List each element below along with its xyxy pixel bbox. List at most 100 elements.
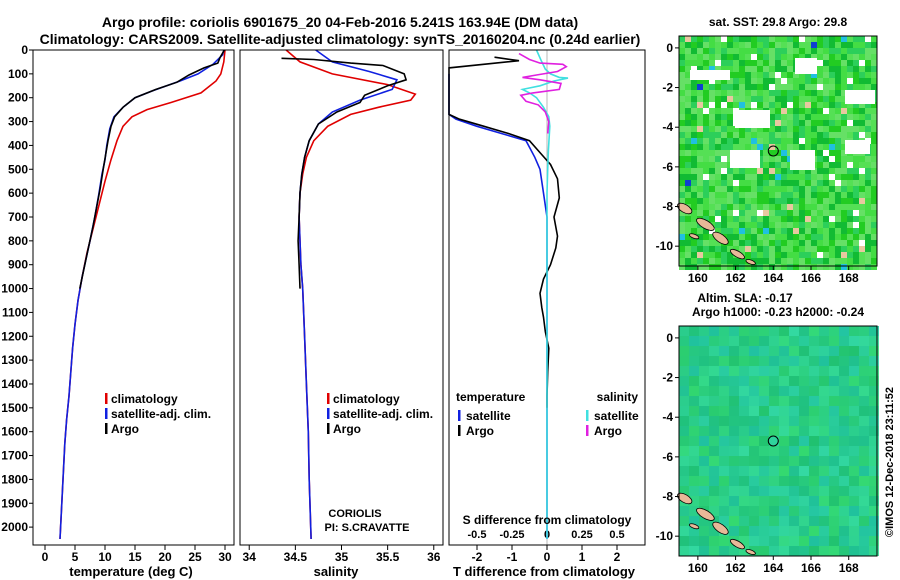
sst-cell xyxy=(781,42,787,48)
sla-cell xyxy=(839,326,849,336)
sst-cell xyxy=(835,246,841,252)
sst-cell xyxy=(775,186,781,192)
sst-cell xyxy=(865,126,871,132)
sst-cell xyxy=(859,108,865,114)
sla-cell xyxy=(839,476,849,486)
sst-cell xyxy=(799,108,805,114)
salinity-annotation-1: CORIOLIS xyxy=(328,508,381,520)
sla-cell xyxy=(829,546,839,556)
sst-cell xyxy=(679,192,685,198)
sla-cell xyxy=(699,336,709,346)
sst-cell xyxy=(817,180,823,186)
sst-cell xyxy=(703,60,709,66)
sst-cell xyxy=(841,90,847,96)
sst-cell xyxy=(721,192,727,198)
sst-cell xyxy=(721,102,727,108)
sla-cell xyxy=(849,376,859,386)
sst-cell xyxy=(745,144,751,150)
sst-cell xyxy=(697,162,703,168)
sst-cell xyxy=(865,108,871,114)
sst-cell xyxy=(739,210,745,216)
sst-cell xyxy=(757,216,763,222)
sla-cell xyxy=(869,426,879,436)
sla-cell xyxy=(679,526,689,536)
sst-cell xyxy=(835,150,841,156)
sst-cell xyxy=(721,108,727,114)
sst-cell xyxy=(715,198,721,204)
sst-cell xyxy=(793,216,799,222)
sla-cell xyxy=(839,496,849,506)
sst-cell xyxy=(739,96,745,102)
sla-cell xyxy=(729,546,739,556)
sst-cell xyxy=(685,222,691,228)
sla-cell xyxy=(769,336,779,346)
sla-cell xyxy=(809,426,819,436)
sst-cell xyxy=(721,48,727,54)
sst-cell xyxy=(805,222,811,228)
sst-cell xyxy=(847,198,853,204)
sst-cell xyxy=(817,96,823,102)
sst-cell xyxy=(793,78,799,84)
sst-cell xyxy=(859,252,865,258)
sst-cell xyxy=(871,252,877,258)
sla-cell xyxy=(679,436,689,446)
sst-cell xyxy=(787,60,793,66)
sst-cell xyxy=(697,90,703,96)
depth-tick-label: 500 xyxy=(8,162,28,176)
sst-cell xyxy=(715,162,721,168)
sst-cell xyxy=(715,66,721,72)
sst-cell xyxy=(787,48,793,54)
sla-cell xyxy=(719,536,729,546)
sla-cell xyxy=(799,346,809,356)
sst-cell xyxy=(679,42,685,48)
sst-cell xyxy=(835,162,841,168)
sst-cell xyxy=(769,216,775,222)
sst-cell xyxy=(679,258,685,264)
sst-cell xyxy=(763,66,769,72)
sst-cell xyxy=(793,204,799,210)
sst-cell xyxy=(823,258,829,264)
sst-cell xyxy=(787,126,793,132)
sla-cell xyxy=(739,346,749,356)
sst-cell xyxy=(841,162,847,168)
sst-cell xyxy=(721,204,727,210)
sst-cell xyxy=(823,144,829,150)
sla-cell xyxy=(739,526,749,536)
sla-cell xyxy=(809,476,819,486)
sla-cell xyxy=(779,526,789,536)
sst-cell xyxy=(787,96,793,102)
sst-cell xyxy=(823,186,829,192)
sst-cell xyxy=(715,102,721,108)
sst-cell xyxy=(793,108,799,114)
depth-tick-label: 1000 xyxy=(1,282,28,296)
sst-cell xyxy=(697,48,703,54)
sst-cell xyxy=(829,222,835,228)
sst-cell xyxy=(763,156,769,162)
sst-cell xyxy=(739,60,745,66)
sla-cell xyxy=(829,506,839,516)
sst-cell xyxy=(763,204,769,210)
sst-cell xyxy=(823,36,829,42)
sla-cell xyxy=(849,526,859,536)
sst-cell xyxy=(805,168,811,174)
sst-cell xyxy=(841,240,847,246)
sst-cell xyxy=(805,240,811,246)
sst-cell xyxy=(769,114,775,120)
sla-cell xyxy=(709,386,719,396)
sst-cell xyxy=(799,132,805,138)
sla-cell xyxy=(819,326,829,336)
sst-cell xyxy=(817,84,823,90)
sla-cell xyxy=(709,526,719,536)
sla-cell xyxy=(799,456,809,466)
sst-cell xyxy=(685,192,691,198)
sst-cell xyxy=(739,234,745,240)
sla-cell xyxy=(679,456,689,466)
sla-cell xyxy=(719,326,729,336)
sla-cell xyxy=(779,446,789,456)
sst-cell xyxy=(799,192,805,198)
sst-cell xyxy=(721,84,727,90)
sst-cell xyxy=(715,114,721,120)
sst-map-title: sat. SST: 29.8 Argo: 29.8 xyxy=(709,15,848,29)
sst-cell xyxy=(691,126,697,132)
